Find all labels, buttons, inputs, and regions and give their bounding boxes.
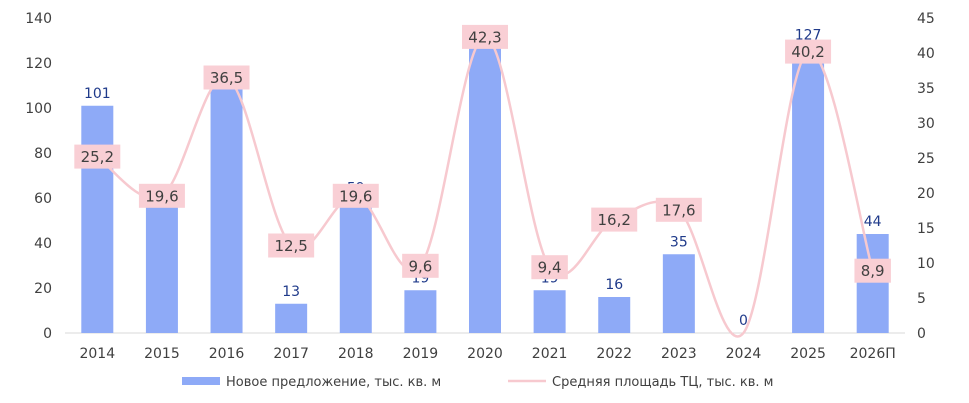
x-tick-label: 2025	[790, 346, 826, 362]
line-data-labels: 25,2 19,6 36,5 12,5 19,6 9,6 42,3 9,4 16,2 17,6 40…	[74, 24, 891, 283]
bar-data-label: 0	[739, 313, 748, 329]
bar	[145, 204, 178, 333]
line-data-label: 42,3	[468, 28, 501, 46]
line-data-label: 8,9	[861, 262, 885, 280]
bar	[469, 47, 501, 333]
line-data-label: 25,2	[81, 148, 114, 166]
line-data-label-box	[332, 183, 379, 208]
left-tick-label: 20	[34, 281, 52, 297]
bar	[662, 254, 695, 333]
right-tick-label: 0	[917, 326, 926, 342]
x-tick-label: 2019	[403, 346, 439, 362]
bar	[81, 105, 114, 333]
x-tick-label: 2017	[273, 346, 309, 362]
legend-bar-label: Новое предложение, тыс. кв. м	[226, 375, 441, 390]
right-tick-label: 20	[917, 186, 935, 202]
line-data-label: 9,6	[408, 257, 432, 275]
left-tick-label: 120	[25, 56, 52, 72]
bar	[792, 47, 825, 333]
x-tick-label: 2021	[532, 346, 568, 362]
line-data-label: 19,6	[339, 187, 372, 205]
bar	[275, 303, 308, 333]
line-data-label-box	[531, 255, 568, 280]
line-data-label: 16,2	[598, 211, 631, 229]
line-data-label: 12,5	[274, 237, 307, 255]
x-tick-label: 2020	[467, 346, 503, 362]
left-tick-label: 80	[34, 146, 52, 162]
bar	[598, 297, 631, 333]
bar-series	[81, 47, 889, 333]
line-data-label: 19,6	[145, 187, 178, 205]
line-data-label-box	[785, 39, 832, 64]
bar	[404, 290, 437, 333]
x-tick-label: 2018	[338, 346, 374, 362]
bar-data-label: 44	[864, 214, 882, 230]
right-tick-label: 30	[917, 116, 935, 132]
left-tick-label: 60	[34, 191, 52, 207]
right-tick-label: 25	[917, 151, 935, 167]
line-data-label-box	[854, 258, 891, 283]
legend-bar-swatch	[182, 377, 220, 385]
bar	[533, 290, 566, 333]
left-y-axis: 0 20 40 60 80 100 120 140	[25, 11, 52, 342]
x-tick-label: 2024	[726, 346, 762, 362]
left-tick-label: 0	[43, 326, 52, 342]
bar-data-label: 16	[605, 277, 623, 293]
bar-data-label: 35	[670, 234, 688, 250]
x-tick-label: 2014	[79, 346, 115, 362]
right-tick-label: 40	[917, 46, 935, 62]
right-y-axis: 0 5 10 15 20 25 30 35 40 45	[917, 11, 935, 342]
legend-line-label: Средняя площадь ТЦ, тыс. кв. м	[552, 375, 773, 390]
line-data-label: 17,6	[662, 201, 695, 219]
legend: Новое предложение, тыс. кв. м Средняя пл…	[182, 375, 773, 390]
x-tick-label: 2016	[209, 346, 245, 362]
right-tick-label: 10	[917, 256, 935, 272]
right-tick-label: 45	[917, 11, 935, 27]
x-tick-label: 2022	[596, 346, 632, 362]
line-data-label: 9,4	[538, 259, 562, 277]
line-data-label-box	[74, 144, 121, 169]
right-tick-label: 15	[917, 221, 935, 237]
line-data-label-box	[268, 233, 315, 258]
line-data-label-box	[462, 24, 508, 49]
line-data-label: 36,5	[210, 69, 243, 87]
line-data-label-box	[655, 197, 702, 222]
x-tick-label: 2023	[661, 346, 697, 362]
line-series-path	[96, 35, 874, 338]
left-tick-label: 140	[25, 11, 52, 27]
line-data-label-box	[203, 65, 250, 90]
right-tick-label: 35	[917, 81, 935, 97]
line-data-label-box	[591, 207, 638, 232]
x-tick-label: 2015	[144, 346, 180, 362]
line-data-label-box	[138, 183, 185, 208]
bar	[856, 234, 889, 333]
left-tick-label: 40	[34, 236, 52, 252]
line-data-label: 40,2	[791, 43, 824, 61]
x-tick-label: 2026П	[850, 346, 896, 362]
line-data-label-box	[402, 253, 439, 278]
bar-data-label: 13	[282, 284, 300, 300]
x-axis-labels: 2014 2015 2016 2017 2018 2019 2020 2021 2022 2023…	[79, 346, 895, 362]
bar-data-label: 101	[84, 86, 111, 102]
bar	[339, 200, 372, 333]
bar-data-label: 127	[795, 27, 822, 43]
bar	[210, 87, 243, 333]
left-tick-label: 100	[25, 101, 52, 117]
right-tick-label: 5	[917, 291, 926, 307]
